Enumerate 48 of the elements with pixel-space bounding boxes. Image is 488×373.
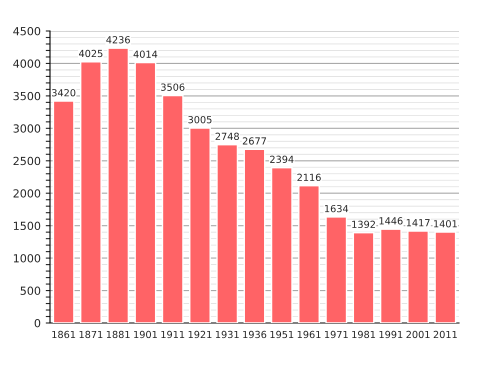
bar [434,231,456,323]
x-tick-label: 1981 [352,330,376,338]
y-tick-label: 3500 [14,92,40,100]
y-tick-label: 3000 [14,124,40,133]
bar [162,94,184,323]
data-label: 4014 [134,50,158,58]
x-tick-label: 1901 [134,330,157,338]
data-label: 2116 [297,174,321,182]
x-tick-label: 2001 [406,330,430,338]
x-tick-label: 1911 [161,330,184,338]
x-tick-label: 1861 [52,330,76,338]
data-label: 3420 [52,89,76,96]
y-tick-label: 2000 [14,189,40,198]
data-label: 4236 [106,36,130,44]
data-label: 2394 [270,156,294,163]
data-label: 1417 [406,219,430,226]
x-tick-label: 1961 [298,330,321,338]
x-tick-label: 1881 [106,330,130,338]
x-tick-label: 1921 [188,330,212,338]
data-label: 1392 [352,220,375,228]
y-tick-label: 4500 [13,26,40,36]
bar [325,216,348,323]
y-tick-label: 0 [34,318,40,328]
y-tick-label: 1500 [14,222,40,230]
data-label: 1446 [380,217,403,225]
x-tick-label: 2011 [434,330,457,338]
y-tick-label: 1000 [14,254,40,262]
bar [407,230,430,323]
data-label: 4025 [79,50,102,58]
data-label: 1401 [434,220,457,228]
data-label: 2677 [242,137,266,145]
y-tick-label: 500 [20,286,40,295]
x-tick-label: 1871 [80,330,102,338]
x-tick-label: 1991 [380,330,402,338]
x-tick-label: 1951 [270,330,294,338]
bar [189,127,211,323]
bar [52,100,75,323]
data-label: 3005 [188,116,212,124]
data-label: 3506 [161,83,184,91]
y-tick-label: 2500 [14,156,40,166]
bar [134,62,156,323]
x-tick-label: 1936 [243,330,266,338]
x-tick-label: 1971 [324,330,348,338]
data-label: 2748 [216,132,239,140]
y-tick-label: 4000 [13,59,40,68]
bar [107,47,130,323]
data-label: 1634 [324,204,348,212]
x-tick-label: 1931 [216,330,239,338]
